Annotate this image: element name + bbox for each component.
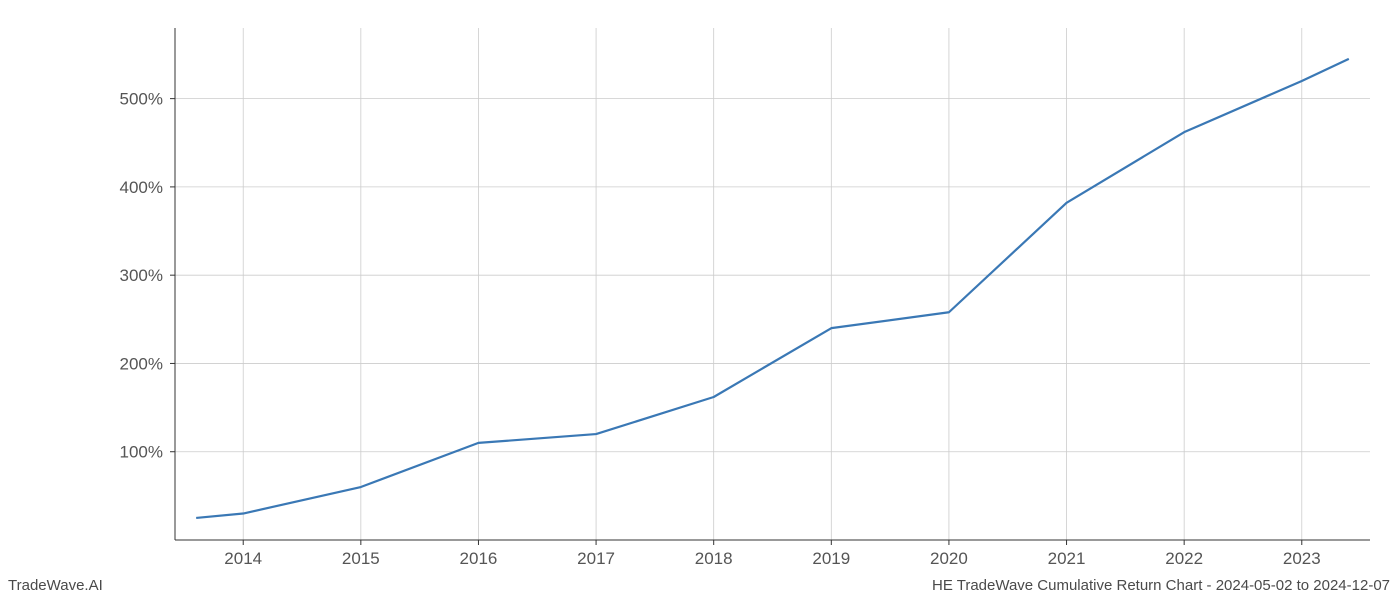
line-chart: 2014 2015 2016 2017 2018 2019 2020 2021 2022 2023… [0, 0, 1400, 600]
x-tick-label: 2018 [695, 549, 733, 568]
x-tick-label: 2020 [930, 549, 968, 568]
chart-container: 2014 2015 2016 2017 2018 2019 2020 2021 2022 2023… [0, 0, 1400, 600]
x-tick-label: 2017 [577, 549, 615, 568]
y-tick-label: 100% [120, 443, 163, 462]
x-tick-label: 2016 [460, 549, 498, 568]
x-tick-label: 2021 [1048, 549, 1086, 568]
y-tick-label: 200% [120, 354, 163, 373]
y-tick-label: 400% [120, 178, 163, 197]
footer-caption: HE TradeWave Cumulative Return Chart - 2… [932, 577, 1390, 594]
x-tick-label: 2019 [812, 549, 850, 568]
x-tick-label: 2023 [1283, 549, 1321, 568]
x-tick-label: 2014 [224, 549, 262, 568]
x-tick-label: 2015 [342, 549, 380, 568]
footer-brand: TradeWave.AI [8, 577, 103, 594]
y-tick-label: 500% [120, 90, 163, 109]
y-tick-label: 300% [120, 266, 163, 285]
series-line [196, 59, 1349, 518]
x-tick-label: 2022 [1165, 549, 1203, 568]
